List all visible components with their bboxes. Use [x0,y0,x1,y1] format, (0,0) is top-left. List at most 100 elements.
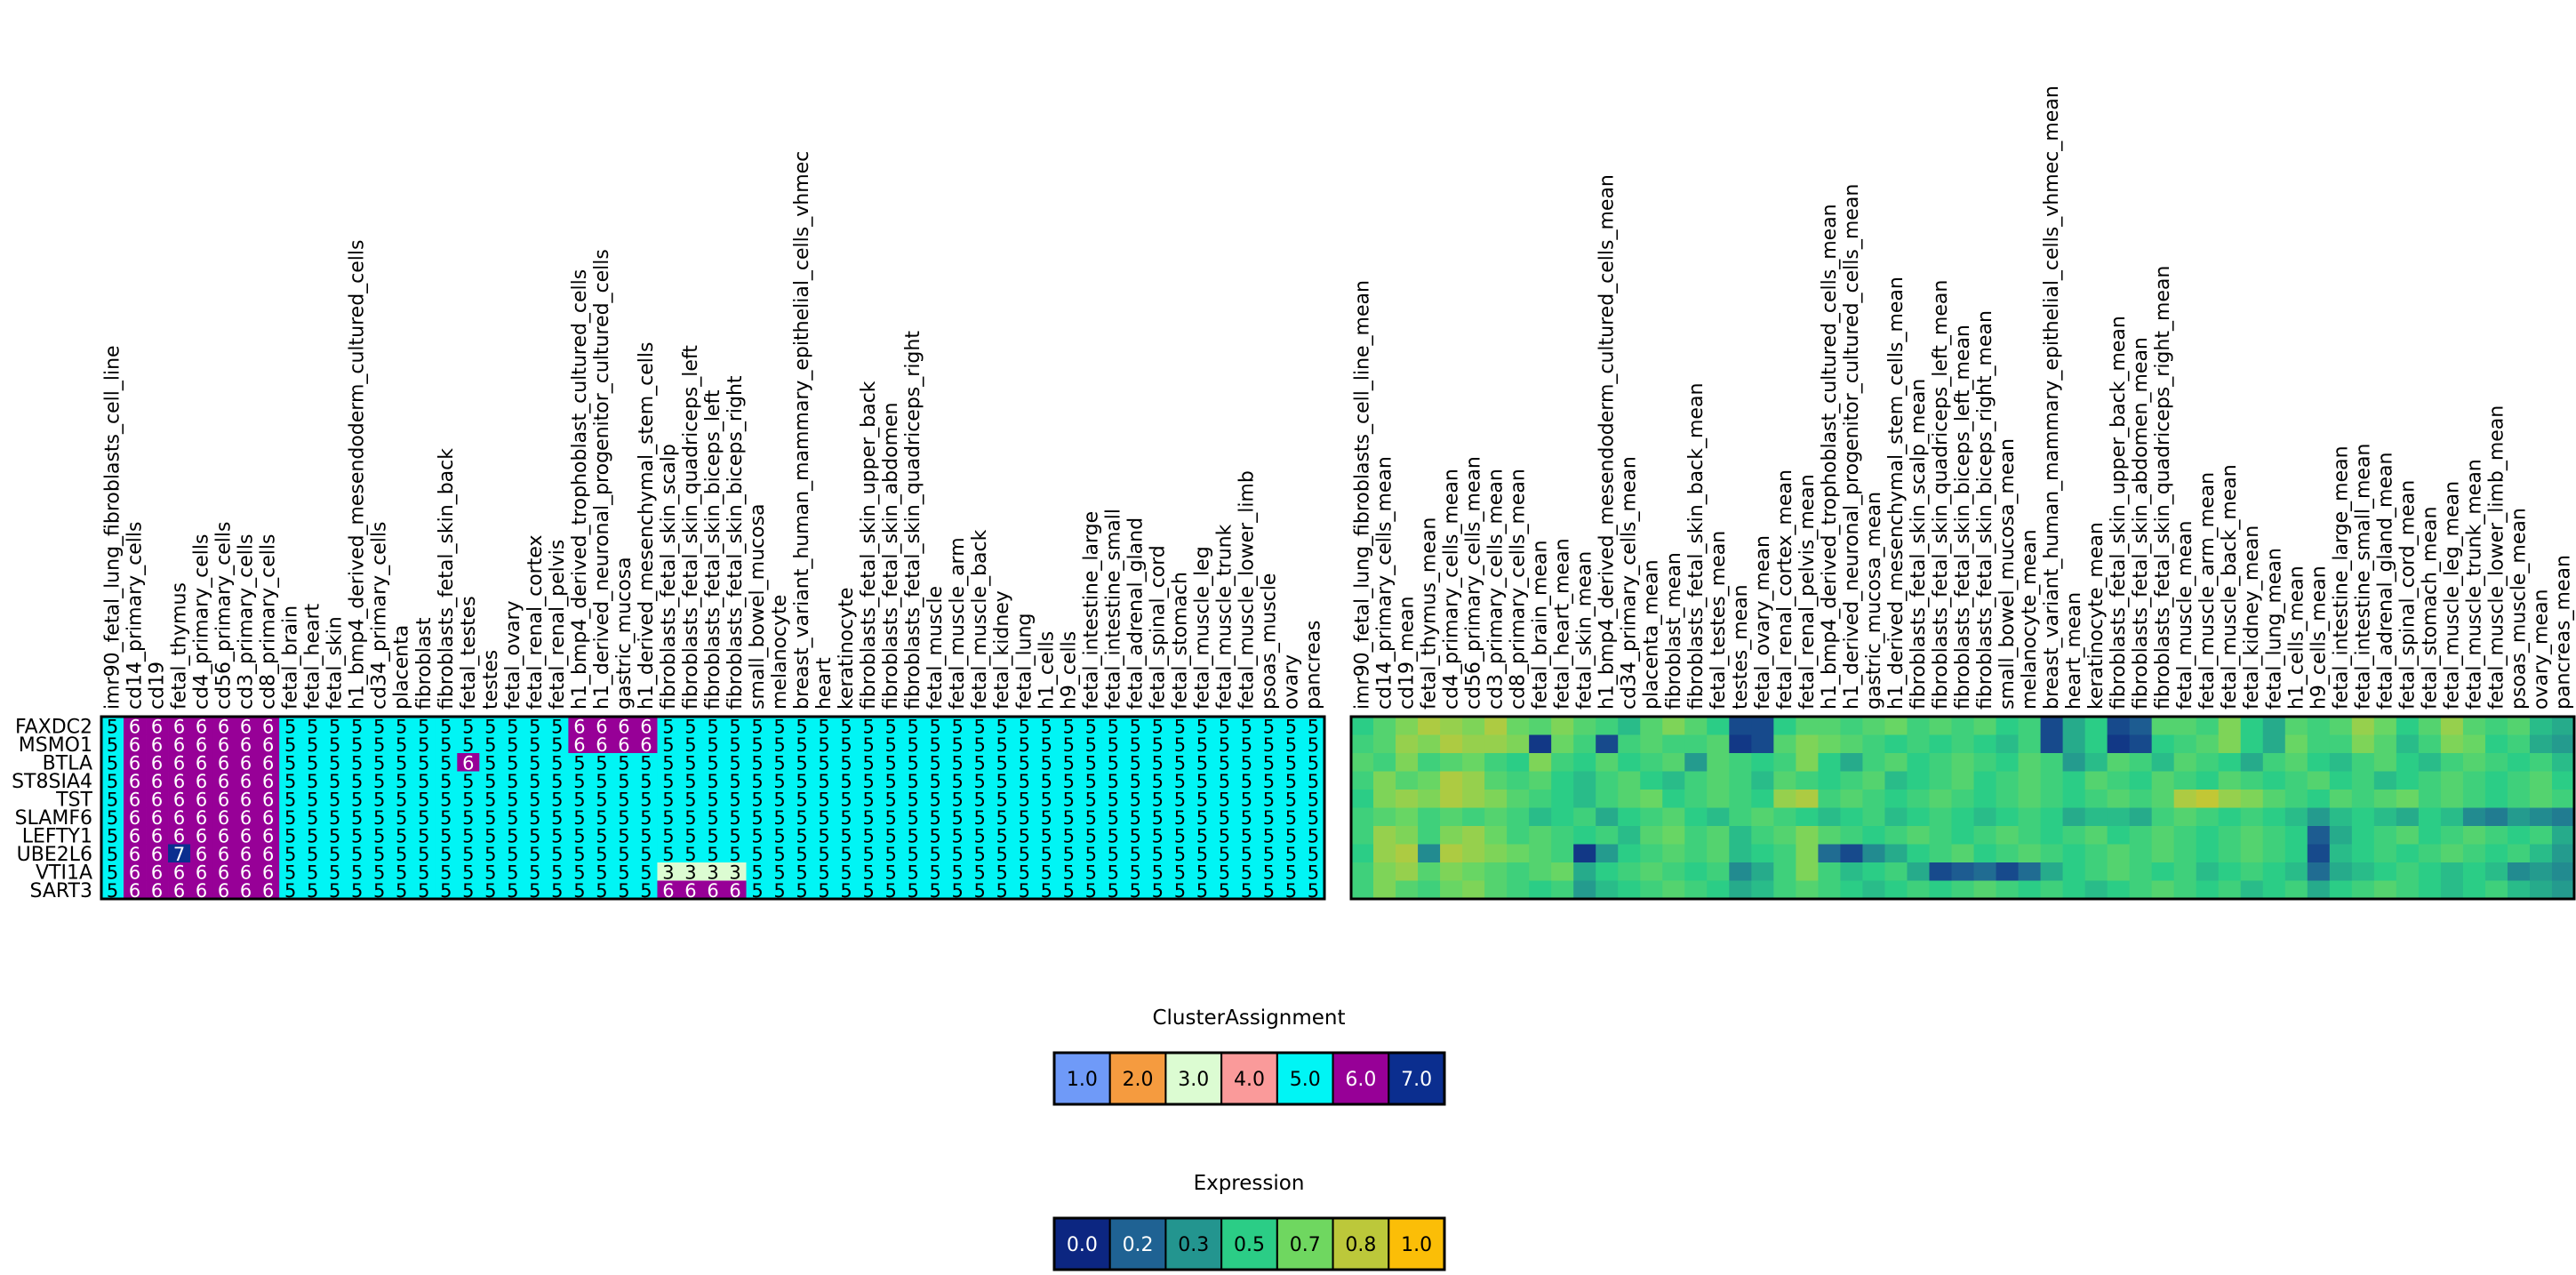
expression-cell [2262,734,2286,754]
cluster-cell [679,826,702,845]
cluster-cell [946,790,970,808]
cluster-cell [1035,753,1059,772]
expression-cell [2218,753,2242,772]
expression-column-label: cd19_mean [1396,597,1419,710]
cluster-cell [190,862,213,881]
expression-cell [2373,771,2397,790]
cluster-cell-label: 5 [440,752,452,774]
expression-cell [1529,880,1552,900]
cluster-cell-label: 5 [1219,771,1230,792]
cluster-cell [190,753,213,772]
expression-cell [2173,807,2197,827]
cluster-cell [101,826,124,845]
cluster-cell [1124,717,1148,735]
cluster-cell [1124,807,1148,827]
cluster-cell [1301,771,1325,790]
expression-cell [2462,717,2486,735]
expression-cell [2484,807,2508,827]
expression-legend-label: 0.8 [1345,1234,1376,1256]
cluster-cell-label: 5 [573,807,585,829]
cluster-cell [701,753,724,772]
expression-cell [2351,771,2375,790]
expression-cell [1951,790,1974,808]
expression-cell [1662,717,1685,735]
cluster-cell [657,790,680,808]
cluster-cell-label: 5 [596,807,607,829]
expression-cell [2196,826,2220,845]
expression-cell [1729,807,1752,827]
cluster-column-label: breast_variant_human_mammary_epithelial_… [791,151,813,710]
cluster-cell [501,807,524,827]
expression-cell [2462,753,2486,772]
cluster-cell-label: 5 [907,771,918,792]
cluster-cell [524,734,547,754]
cluster-cell-label: 5 [862,716,874,737]
cluster-cell-label: 5 [818,880,829,902]
cluster-cell [1124,844,1148,863]
cluster-cell [879,844,903,863]
expression-cell [1729,862,1752,881]
cluster-cell-label: 5 [773,807,785,829]
expression-cell [2418,844,2442,863]
expression-cell [1951,862,1974,881]
cluster-cell-label: 5 [707,716,718,737]
cluster-cell [790,844,813,863]
cluster-cell [1035,844,1059,863]
expression-cell [1707,771,1730,790]
expression-cell [2484,862,2508,881]
expression-cell [1351,807,1374,827]
expression-cell [2507,844,2531,863]
expression-cell [2462,862,2486,881]
cluster-cell [1124,880,1148,900]
cluster-cell-label: 5 [1130,771,1141,792]
cluster-cell [857,807,881,827]
expression-cell [1907,753,1930,772]
expression-cell [1929,717,1952,735]
cluster-cell [612,826,636,845]
cluster-cell [1257,734,1281,754]
cluster-cell-label: 6 [173,752,185,774]
expression-cell [1507,734,1530,754]
expression-column-label: fibroblasts_fetal_skin_biceps_right_mean [1974,310,1996,710]
cluster-cell [990,790,1014,808]
expression-cell [1640,862,1663,881]
cluster-cell-label: 5 [1063,771,1075,792]
cluster-cell [990,807,1014,827]
cluster-cell [324,826,347,845]
cluster-cell [501,771,524,790]
expression-cell [1996,734,2019,754]
cluster-cell-label: 3 [707,862,718,883]
cluster-cell-label: 5 [1219,789,1230,810]
expression-cell [1462,771,1485,790]
cluster-cell-label: 5 [618,771,629,792]
expression-column-label: fetal_spinal_cord_mean [2396,480,2419,710]
cluster-cell-label: 3 [662,862,674,883]
expression-cell [2373,790,2397,808]
cluster-cell [990,734,1014,754]
cluster-column-label: fetal_intestine_large [1080,511,1102,710]
cluster-cell-label: 5 [1308,716,1319,737]
cluster-cell [1168,880,1192,900]
cluster-cell [146,753,169,772]
cluster-column-label: melanocyte [769,595,791,710]
cluster-cell [301,844,324,863]
expression-cell [1507,771,1530,790]
cluster-cell [590,734,613,754]
cluster-cell-label: 5 [1174,789,1186,810]
cluster-cell [1168,807,1192,827]
cluster-cell [901,844,925,863]
cluster-cell-label: 5 [507,862,518,883]
cluster-cell-label: 5 [107,844,118,865]
cluster-cell [368,826,391,845]
cluster-cell [1124,753,1148,772]
expression-cell [1862,862,1885,881]
cluster-cell [590,880,613,900]
cluster-cell [946,880,970,900]
cluster-cell-label: 5 [684,716,696,737]
cluster-cell [701,844,724,863]
expression-cell [2107,862,2131,881]
cluster-cell [501,826,524,845]
cluster-cell-label: 5 [707,771,718,792]
cluster-cell-label: 5 [1019,825,1030,846]
cluster-cell-label: 5 [1241,716,1252,737]
